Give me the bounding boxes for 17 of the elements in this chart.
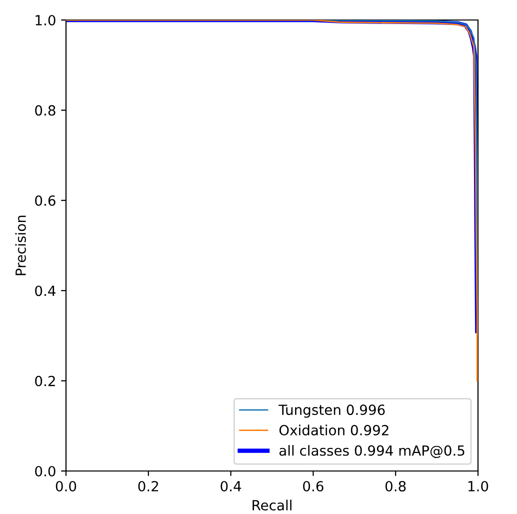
- y-tick-label: 0.6: [35, 195, 56, 206]
- x-tick-label: 0.6: [303, 480, 324, 492]
- y-tick-label: 1.0: [36, 14, 56, 26]
- legend-label: Tungsten 0.996: [278, 404, 385, 418]
- y-axis-title: Precision: [15, 216, 26, 276]
- legend-label: Oxidation 0.992: [279, 424, 388, 436]
- x-tick-label: 0.0: [56, 480, 76, 492]
- legend-label: all classes 0.994 mAP@0.5: [279, 445, 464, 458]
- y-tick-label: 0.2: [35, 376, 55, 386]
- x-axis-title: Recall: [252, 500, 292, 510]
- x-tick-label: 1.0: [468, 480, 488, 492]
- y-tick-label: 0.0: [35, 466, 56, 476]
- y-tick-label: 0.8: [35, 105, 56, 116]
- x-tick-label: 0.8: [385, 480, 406, 492]
- x-tick-label: 0.2: [138, 480, 158, 492]
- x-tick-label: 0.4: [220, 480, 242, 492]
- y-tick-label: 0.4: [35, 286, 56, 296]
